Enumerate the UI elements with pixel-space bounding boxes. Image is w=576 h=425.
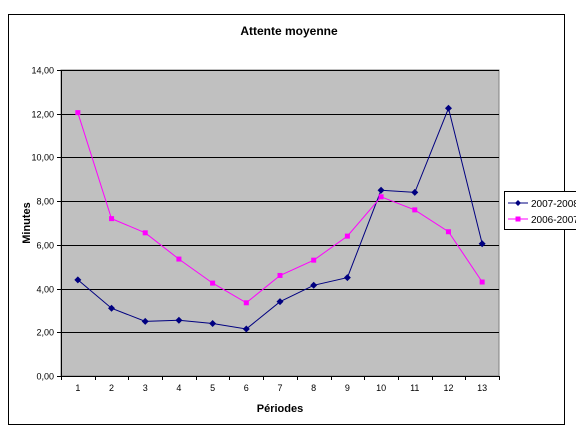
y-axis-label: Minutes [21,202,33,244]
x-tick-label: 9 [345,383,350,393]
data-point-2006-2007 [344,233,350,239]
data-point-2006-2007 [378,194,384,200]
data-point-2006-2007 [412,207,418,213]
data-point-2006-2007 [311,257,317,263]
plot-area [60,69,500,377]
data-point-2006-2007 [176,256,182,262]
data-point-2007-2008 [108,304,116,312]
data-point-2007-2008 [310,281,318,289]
legend-label-2006-2007: 2006-2007 [531,215,576,226]
data-point-2007-2008 [478,240,486,248]
data-point-2006-2007 [243,300,249,306]
series-layer [74,104,486,333]
y-tick-label: 4,00 [36,285,54,295]
data-point-2006-2007 [142,230,148,236]
x-tick-label: 13 [477,383,487,393]
x-tick-label: 4 [176,383,181,393]
y-tick-label: 12,00 [31,110,54,120]
y-tick-label: 8,00 [36,197,54,207]
y-tick-label: 10,00 [31,153,54,163]
data-point-2006-2007 [75,110,81,116]
x-tick-label: 8 [311,383,316,393]
y-tick-label: 0,00 [36,372,54,382]
data-point-2007-2008 [343,274,351,282]
data-point-2007-2008 [74,276,82,284]
x-tick-label: 7 [277,383,282,393]
x-tick-label: 1 [75,383,80,393]
x-axis-label: Périodes [257,403,303,415]
legend-marker-2006-2007 [515,216,521,222]
data-point-2007-2008 [444,104,452,112]
x-tick-label: 11 [410,383,419,393]
data-point-2007-2008 [377,186,385,194]
data-point-2007-2008 [209,320,217,328]
data-point-2007-2008 [175,316,183,324]
x-tick-label: 5 [210,383,215,393]
legend-marker-2007-2008 [515,200,521,206]
y-tick-labels: 0,00 2,00 4,00 6,00 8,00 10,00 12,00 14,00 [31,66,54,382]
data-point-2007-2008 [411,188,419,196]
x-tick-label: 12 [443,383,453,393]
data-point-2007-2008 [141,317,149,325]
y-tick-label: 6,00 [36,241,54,251]
data-point-2006-2007 [109,216,115,222]
data-point-2006-2007 [277,272,283,278]
y-tick-label: 14,00 [31,66,54,76]
x-tick-label: 3 [143,383,148,393]
data-point-2006-2007 [479,279,485,285]
data-point-2007-2008 [276,298,284,306]
x-tick-labels: 1 2 3 4 5 6 7 8 9 10 11 12 13 [75,383,487,393]
chart-title: Attente moyenne [240,24,338,38]
y-tick-label: 2,00 [36,328,54,338]
legend-label-2007-2008: 2007-2008 [531,199,576,210]
x-tick-label: 2 [109,383,114,393]
legend-box [504,191,576,230]
x-tick-label: 10 [376,383,386,393]
data-point-2007-2008 [242,325,250,333]
axes [61,70,500,380]
x-tick-label: 6 [244,383,249,393]
data-point-2006-2007 [445,229,451,235]
data-point-2006-2007 [210,280,216,286]
legend: 2007-2008 2006-2007 [504,191,576,230]
gridlines [57,70,499,377]
